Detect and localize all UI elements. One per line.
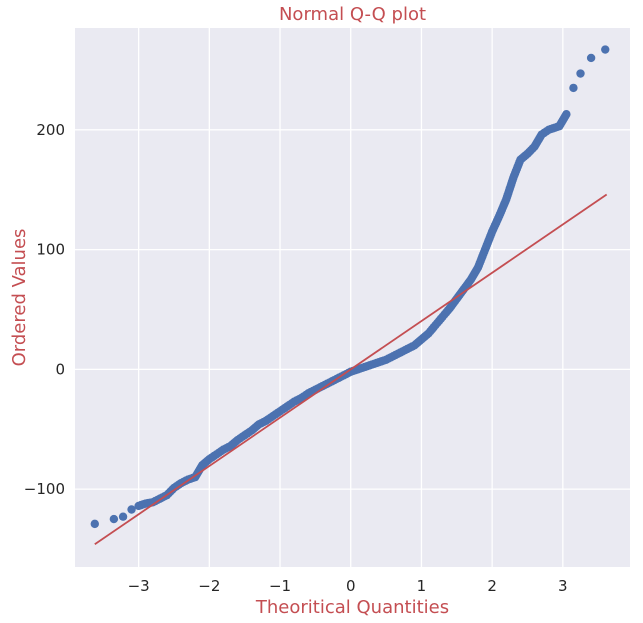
reference-line bbox=[94, 193, 608, 545]
x-tick-label: 2 bbox=[487, 577, 497, 595]
x-tick-label: 1 bbox=[417, 577, 427, 595]
data-point bbox=[601, 45, 610, 54]
y-axis-label: Ordered Values bbox=[9, 229, 30, 367]
plot-area bbox=[75, 28, 630, 567]
data-point bbox=[562, 110, 571, 119]
y-tick-label: 200 bbox=[36, 121, 65, 139]
data-point bbox=[576, 69, 585, 78]
tick-labels: −3 −2 −1 0 1 2 3 −100 0 100 200 bbox=[24, 121, 568, 595]
x-axis-label: Theoritical Quantities bbox=[255, 597, 449, 618]
y-tick-label: −100 bbox=[24, 480, 65, 498]
x-tick-label: −2 bbox=[198, 577, 220, 595]
x-tick-label: 0 bbox=[346, 577, 356, 595]
data-point bbox=[586, 53, 596, 63]
x-tick-label: 3 bbox=[558, 577, 568, 595]
data-point bbox=[109, 514, 119, 524]
data-point bbox=[90, 519, 99, 529]
y-tick-label: 0 bbox=[55, 360, 65, 378]
x-tick-label: −3 bbox=[128, 577, 150, 595]
chart-title: Normal Q-Q plot bbox=[279, 4, 426, 25]
data-marks bbox=[90, 45, 610, 545]
data-point bbox=[569, 83, 578, 93]
x-tick-label: −1 bbox=[269, 577, 291, 595]
data-point bbox=[127, 505, 136, 514]
y-tick-label: 100 bbox=[36, 241, 65, 259]
data-point bbox=[118, 512, 128, 521]
